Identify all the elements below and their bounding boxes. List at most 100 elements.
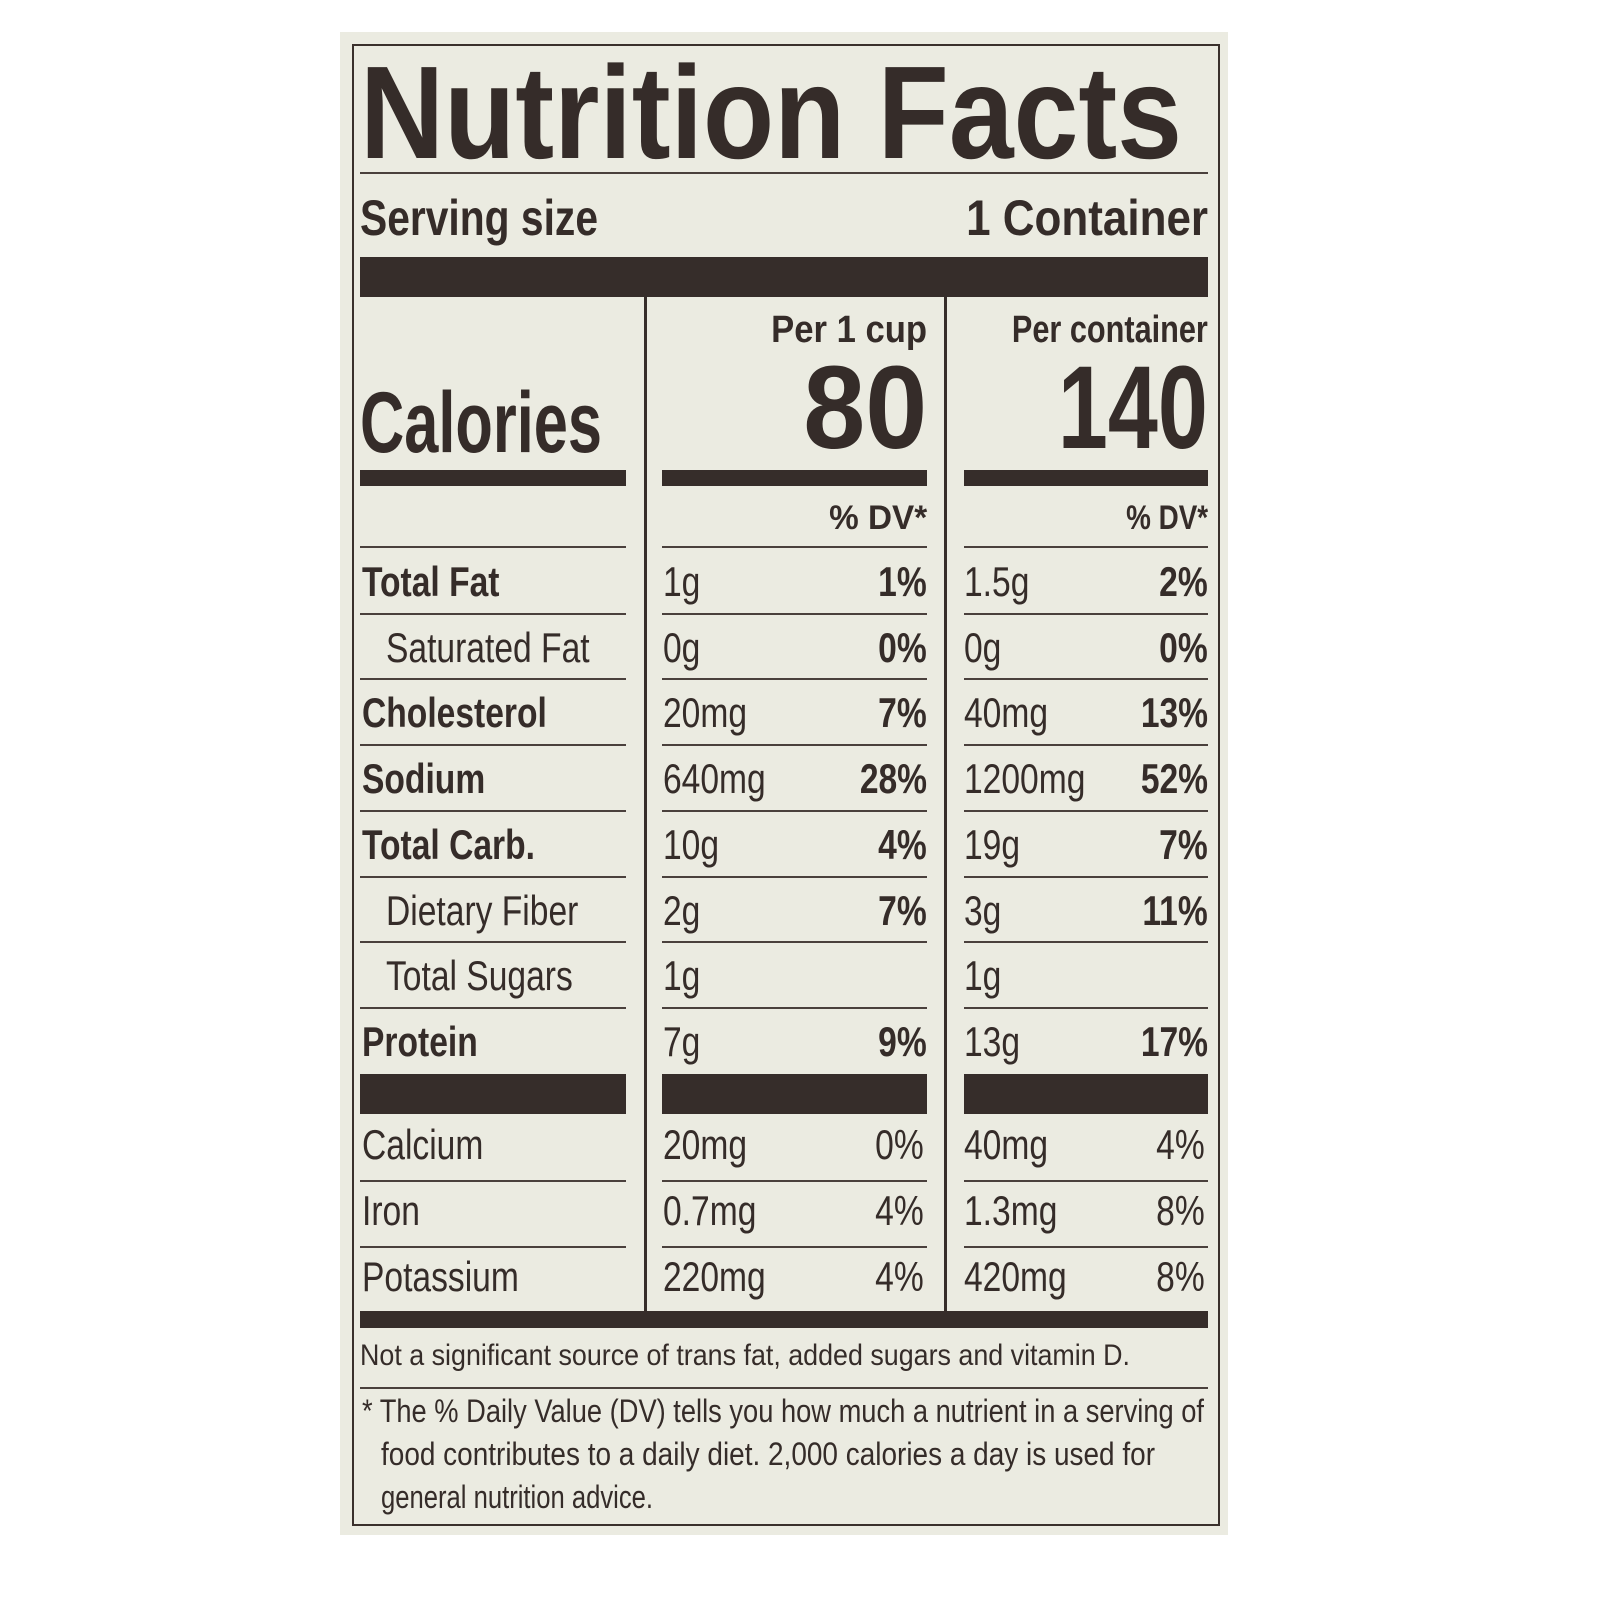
- calories-per-container: 140: [1058, 342, 1208, 474]
- nutrient-name: Protein: [362, 1017, 507, 1067]
- row-divider: [964, 941, 1208, 943]
- serving-size-value: 1 Container: [966, 190, 1208, 246]
- nutrient-dv-per-cup-text: 4%: [878, 820, 927, 868]
- nutrient-dv-per-cup: 7%: [866, 688, 927, 738]
- nutrient-dv-per-cup-text: 1%: [878, 558, 927, 605]
- row-divider: [360, 546, 626, 548]
- dv-header-per-container: % DV*: [1126, 499, 1208, 537]
- mineral-dv-per-container: 4%: [1144, 1120, 1205, 1170]
- row-divider: [662, 1180, 927, 1182]
- nutrient-name: Sodium: [362, 754, 516, 804]
- nutrient-dv-per-cup-text: 28%: [859, 755, 927, 803]
- thick-divider-minerals-cup: [662, 1074, 927, 1114]
- column-divider-1: [644, 297, 647, 1312]
- mineral-amount-per-container: 40mg: [964, 1120, 1069, 1170]
- nutrient-amount-per-container: 40mg: [964, 688, 1069, 738]
- nutrient-amount-per-cup: 0g: [663, 623, 710, 673]
- nutrient-name-text: Total Carb.: [362, 820, 535, 868]
- mineral-amount-per-container-text: 40mg: [964, 1121, 1049, 1168]
- nutrient-name: Dietary Fiber: [386, 886, 626, 936]
- mineral-dv-per-cup: 0%: [863, 1120, 924, 1170]
- thick-divider-minerals-label: [360, 1074, 626, 1114]
- footnote-divider: [360, 1387, 1208, 1389]
- nutrient-name-text: Total Fat: [362, 558, 500, 605]
- calories-bar-label: [360, 470, 626, 486]
- mineral-name-text: Potassium: [362, 1253, 519, 1300]
- nutrient-dv-per-cup: 4%: [866, 820, 927, 870]
- nutrient-amount-per-cup: 640mg: [663, 754, 791, 804]
- row-divider: [360, 744, 626, 746]
- thick-divider-bottom: [360, 1311, 1208, 1328]
- row-divider: [964, 1007, 1208, 1009]
- nutrient-amount-per-cup-text: 1g: [663, 558, 701, 605]
- nutrient-name-text: Cholesterol: [362, 689, 547, 737]
- mineral-dv-per-container-text: 8%: [1156, 1187, 1205, 1234]
- mineral-dv-per-cup-text: 0%: [875, 1121, 924, 1168]
- label-border: [352, 44, 1220, 1526]
- dv-header-per-cup: % DV*: [829, 499, 927, 537]
- nutrient-amount-per-container: 0g: [964, 623, 1011, 673]
- serving-size-label: Serving size: [360, 190, 598, 246]
- row-divider: [662, 941, 927, 943]
- nutrient-amount-per-container: 13g: [964, 1017, 1034, 1067]
- nutrient-amount-per-cup: 1g: [663, 557, 710, 607]
- nutrient-amount-per-container: 1.5g: [964, 557, 1046, 607]
- calories-per-cup: 80: [803, 342, 927, 474]
- row-divider: [964, 810, 1208, 812]
- nutrient-amount-per-cup: 2g: [663, 886, 710, 936]
- title-divider: [360, 172, 1208, 174]
- nutrient-name: Total Fat: [362, 557, 534, 607]
- mineral-amount-per-container: 420mg: [964, 1252, 1092, 1302]
- nutrient-dv-per-container: 13%: [1124, 688, 1208, 738]
- row-divider: [662, 1246, 927, 1248]
- mineral-name: Calcium: [362, 1120, 514, 1170]
- nutrient-name: Saturated Fat: [386, 623, 640, 673]
- calories-bar-cup: [662, 470, 927, 486]
- nutrient-dv-per-container-text: 2%: [1159, 558, 1208, 605]
- row-divider: [662, 744, 927, 746]
- row-divider: [662, 678, 927, 680]
- footnote-line-2: food contributes to a daily diet. 2,000 …: [381, 1436, 1155, 1472]
- mineral-dv-per-container-text: 4%: [1156, 1121, 1205, 1168]
- nutrient-name-text: Dietary Fiber: [386, 886, 579, 934]
- mineral-dv-per-cup-text: 4%: [875, 1187, 924, 1234]
- mineral-amount-per-cup-text: 0.7mg: [663, 1187, 757, 1234]
- not-significant-note: Not a significant source of trans fat, a…: [360, 1339, 1130, 1372]
- mineral-dv-per-container: 8%: [1144, 1186, 1205, 1236]
- mineral-dv-per-cup: 4%: [863, 1252, 924, 1302]
- mineral-name-text: Iron: [362, 1187, 420, 1234]
- nutrient-dv-per-cup: 1%: [866, 557, 927, 607]
- column-header-per-cup: Per 1 cup: [771, 309, 927, 351]
- row-divider: [964, 613, 1208, 615]
- nutrient-amount-per-container: 1g: [964, 951, 1011, 1001]
- nutrient-dv-per-cup-text: 9%: [878, 1017, 927, 1065]
- mineral-amount-per-container-text: 1.3mg: [964, 1187, 1058, 1234]
- nutrient-dv-per-container: 17%: [1124, 1017, 1208, 1067]
- nutrient-amount-per-cup-text: 640mg: [663, 755, 766, 803]
- row-divider: [662, 810, 927, 812]
- mineral-amount-per-cup: 20mg: [663, 1120, 768, 1170]
- nutrient-dv-per-container-text: 13%: [1140, 689, 1208, 737]
- mineral-amount-per-cup-text: 220mg: [663, 1253, 766, 1300]
- footnote-line-1: * The % Daily Value (DV) tells you how m…: [362, 1393, 1204, 1429]
- column-divider-2: [944, 297, 947, 1312]
- nutrient-name: Total Carb.: [362, 820, 578, 870]
- row-divider: [662, 546, 927, 548]
- nutrient-name: Total Sugars: [386, 951, 619, 1001]
- nutrient-dv-per-container-text: 11%: [1142, 886, 1208, 934]
- mineral-dv-per-container: 8%: [1144, 1252, 1205, 1302]
- nutrient-amount-per-container: 3g: [964, 886, 1011, 936]
- row-divider: [964, 876, 1208, 878]
- nutrient-amount-per-cup-text: 2g: [663, 886, 701, 934]
- label-title: Nutrition Facts: [360, 39, 1182, 186]
- row-divider: [360, 941, 626, 943]
- nutrient-amount-per-container: 1200mg: [964, 754, 1116, 804]
- nutrient-dv-per-container: 11%: [1126, 886, 1208, 936]
- nutrient-dv-per-cup-text: 0%: [878, 623, 927, 671]
- thick-divider-top: [360, 257, 1208, 297]
- nutrient-dv-per-container-text: 7%: [1159, 820, 1208, 868]
- nutrient-dv-per-cup: 7%: [866, 886, 927, 936]
- column-header-per-container: Per container: [1012, 309, 1208, 351]
- mineral-name: Iron: [362, 1186, 434, 1236]
- footnote-line-3: general nutrition advice.: [381, 1479, 653, 1515]
